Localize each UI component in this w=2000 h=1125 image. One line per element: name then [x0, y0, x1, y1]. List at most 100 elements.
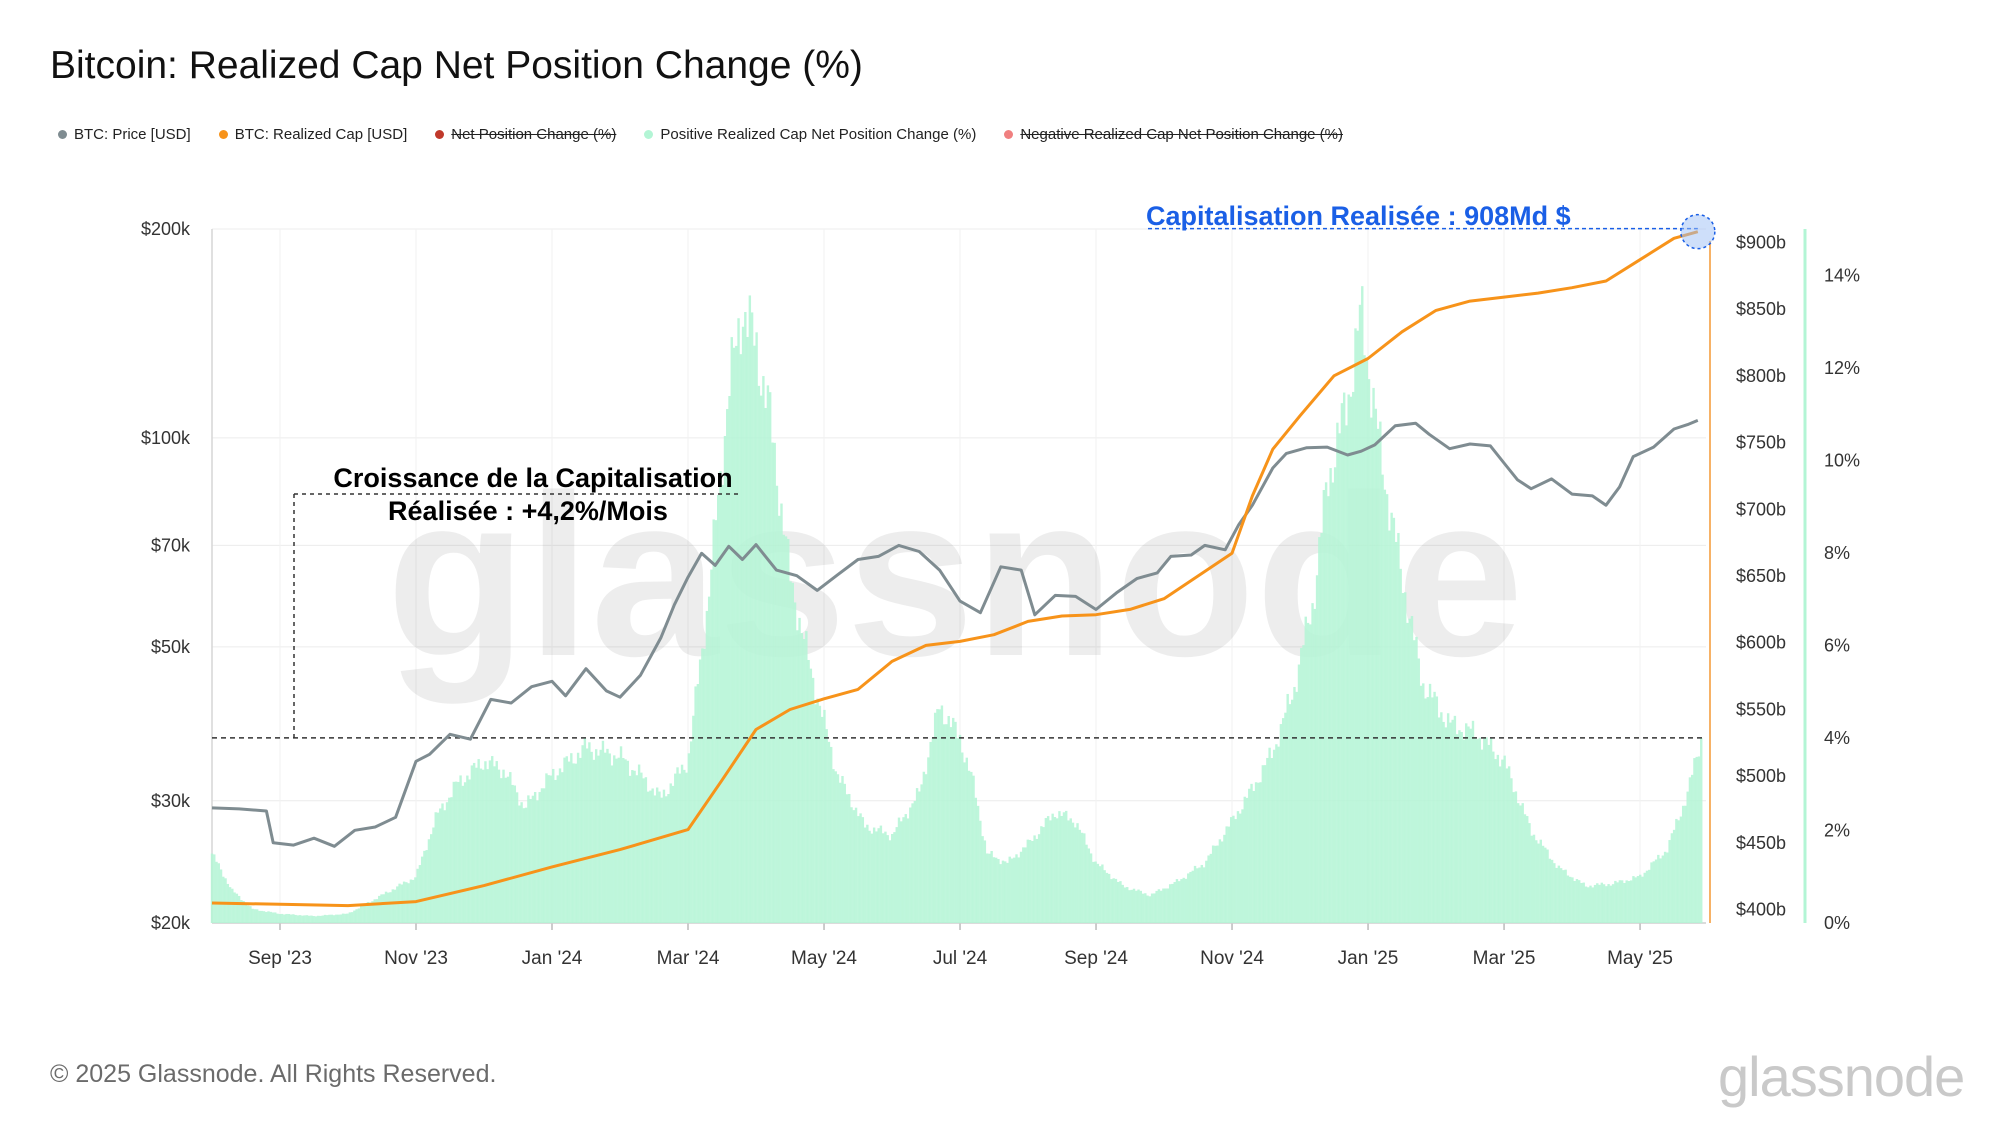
positive-change-bar [253, 909, 257, 923]
positive-change-bar [436, 812, 440, 923]
positive-change-bar [312, 916, 315, 923]
positive-change-bar [371, 901, 374, 923]
positive-change-bar [1214, 845, 1217, 923]
positive-change-bars [210, 286, 1703, 924]
positive-change-bar [877, 828, 880, 923]
positive-change-bar [976, 805, 980, 923]
positive-change-bar [1555, 867, 1558, 923]
positive-change-bar [764, 407, 767, 923]
legend-item-net-position-change[interactable]: Net Position Change (%) [435, 126, 616, 143]
positive-change-bar [1080, 832, 1084, 923]
positive-change-bar [533, 792, 537, 923]
positive-change-bar [1424, 698, 1427, 923]
positive-change-bar [244, 903, 248, 923]
positive-change-bar [1462, 739, 1466, 923]
positive-change-bar [1313, 608, 1317, 923]
positive-change-bar [1049, 820, 1052, 923]
positive-change-bar [1015, 854, 1018, 923]
positive-change-bar [1336, 422, 1339, 923]
positive-change-bar [1207, 855, 1210, 923]
positive-change-bar [857, 816, 860, 923]
positive-change-bar [425, 850, 428, 923]
y-right-cap-tick-label: $850b [1736, 299, 1786, 319]
positive-change-bar [1250, 783, 1253, 923]
positive-change-bar [766, 385, 770, 923]
annotation-growth-line1: Croissance de la Capitalisation [333, 463, 732, 493]
positive-change-bar [839, 782, 842, 923]
positive-change-bar [893, 832, 896, 923]
positive-change-bar [1087, 848, 1091, 923]
positive-change-bar [1200, 864, 1204, 923]
positive-change-bar [590, 751, 593, 923]
positive-change-bar [1636, 876, 1640, 923]
positive-change-bar [1446, 713, 1450, 923]
positive-change-bar [445, 802, 449, 923]
legend-dot-icon [644, 130, 654, 139]
positive-change-bar [927, 757, 930, 923]
positive-change-bar [999, 864, 1002, 923]
positive-change-bar [432, 827, 435, 923]
positive-change-bar [1428, 683, 1432, 923]
positive-change-bar [1297, 664, 1301, 923]
positive-change-bar [888, 840, 892, 923]
positive-change-bar [1248, 788, 1251, 923]
positive-change-bar [233, 892, 236, 923]
positive-change-bar [750, 312, 754, 924]
positive-change-bar [608, 753, 611, 923]
positive-change-bar [1629, 880, 1633, 923]
positive-change-bar [1076, 823, 1079, 923]
positive-change-bar [549, 775, 553, 923]
positive-change-bar [981, 836, 984, 923]
positive-change-bar [782, 534, 785, 923]
positive-change-bar [1229, 817, 1233, 923]
positive-change-bar [1492, 751, 1495, 923]
positive-change-bar [231, 888, 234, 923]
positive-change-bar [1300, 647, 1303, 923]
positive-change-bar [1609, 885, 1613, 923]
positive-change-bar [1261, 765, 1265, 923]
positive-change-bar [1700, 737, 1703, 923]
positive-change-bar [994, 857, 998, 923]
legend-item-realized-cap[interactable]: BTC: Realized Cap [USD] [218, 126, 407, 143]
positive-change-bar [979, 820, 982, 923]
positive-change-bar [1008, 856, 1011, 923]
legend-item-negative-change[interactable]: Negative Realized Cap Net Position Chang… [1004, 126, 1343, 143]
positive-change-bar [1198, 867, 1201, 923]
positive-change-bar [1103, 870, 1106, 923]
legend: BTC: Price [USD] BTC: Realized Cap [USD]… [58, 126, 1343, 143]
positive-change-bar [988, 853, 991, 923]
positive-change-bar [665, 796, 668, 923]
positive-change-bar [538, 792, 541, 923]
positive-change-bar [712, 519, 715, 923]
positive-change-bar [219, 869, 223, 923]
positive-change-bar [1686, 791, 1689, 923]
positive-change-bar [775, 485, 779, 923]
positive-change-bar [1419, 685, 1423, 923]
positive-change-bar [1652, 861, 1655, 923]
positive-change-bar [1193, 865, 1197, 923]
positive-change-bar [717, 495, 720, 923]
positive-change-bar [1675, 818, 1678, 923]
positive-change-bar [594, 749, 598, 923]
positive-change-bar [904, 814, 907, 923]
positive-change-bar [746, 336, 749, 923]
positive-change-bar [787, 538, 790, 923]
positive-change-bar [902, 817, 905, 923]
legend-item-price[interactable]: BTC: Price [USD] [58, 126, 191, 143]
positive-change-bar [527, 795, 530, 923]
positive-change-bar [891, 833, 894, 923]
positive-change-bar [920, 784, 923, 923]
positive-change-bar [1046, 816, 1050, 923]
positive-change-bar [1241, 809, 1244, 923]
positive-change-bar [1503, 755, 1506, 923]
positive-change-bar [387, 892, 390, 923]
positive-change-bar [1164, 888, 1167, 923]
positive-change-bar [536, 800, 539, 923]
y-right-cap-tick-label: $650b [1736, 566, 1786, 586]
positive-change-bar [970, 771, 973, 923]
positive-change-bar [1189, 871, 1192, 923]
legend-item-positive-change[interactable]: Positive Realized Cap Net Position Chang… [644, 126, 976, 143]
positive-change-bar [540, 788, 544, 923]
positive-change-bar [1266, 757, 1269, 923]
